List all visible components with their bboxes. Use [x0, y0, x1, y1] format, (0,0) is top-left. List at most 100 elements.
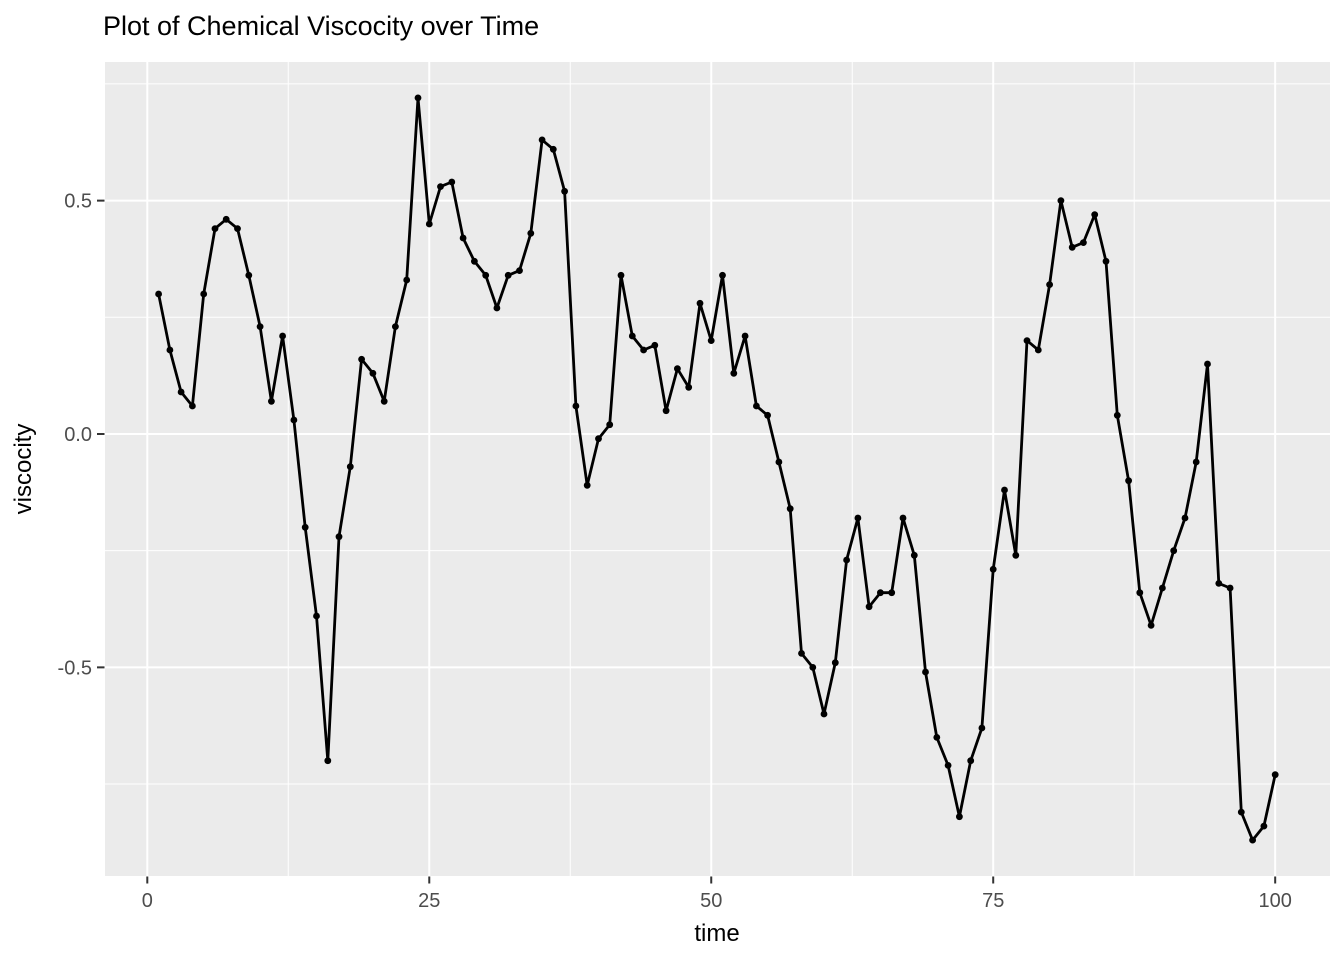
- data-point: [1181, 514, 1189, 522]
- x-tick-label: 25: [418, 890, 440, 912]
- data-point: [1271, 771, 1279, 779]
- data-point: [606, 421, 614, 429]
- data-point: [707, 337, 715, 344]
- data-point: [346, 463, 354, 471]
- data-point: [313, 612, 320, 620]
- data-point: [910, 551, 918, 559]
- data-point: [256, 323, 264, 330]
- data-point: [437, 183, 444, 191]
- data-point: [1204, 360, 1211, 368]
- data-point: [403, 276, 411, 284]
- data-point: [1023, 337, 1031, 344]
- y-axis-title: viscocity: [10, 423, 37, 515]
- data-point: [245, 271, 253, 279]
- data-point: [1125, 477, 1132, 485]
- data-point: [978, 724, 986, 732]
- data-point: [177, 388, 185, 396]
- data-point: [640, 346, 647, 354]
- data-point: [1226, 584, 1234, 592]
- data-point: [843, 556, 850, 564]
- data-point: [1102, 257, 1110, 265]
- data-point: [561, 187, 568, 195]
- data-point: [279, 332, 286, 340]
- data-point: [538, 136, 546, 144]
- data-point: [989, 565, 997, 573]
- data-point: [674, 365, 681, 373]
- data-point: [786, 505, 794, 513]
- data-point: [1170, 547, 1178, 555]
- x-tick-label: 100: [1258, 890, 1291, 912]
- data-point: [471, 257, 478, 265]
- data-point: [290, 416, 298, 424]
- data-point: [482, 271, 490, 279]
- data-point: [775, 458, 783, 466]
- chart-title: Plot of Chemical Viscocity over Time: [103, 11, 540, 41]
- data-point: [572, 402, 580, 410]
- data-point: [1192, 458, 1200, 466]
- x-tick-label: 75: [982, 890, 1004, 912]
- x-axis-title: time: [694, 920, 740, 947]
- data-point: [662, 407, 670, 415]
- data-point: [425, 220, 433, 228]
- data-point: [685, 383, 693, 391]
- data-point: [595, 435, 602, 443]
- data-point: [358, 355, 365, 363]
- data-point: [628, 332, 636, 340]
- data-point: [1034, 346, 1042, 354]
- x-tick-label: 50: [700, 890, 722, 912]
- data-point: [380, 397, 388, 405]
- data-point: [1249, 836, 1256, 844]
- data-point: [324, 757, 332, 765]
- data-point: [493, 304, 501, 312]
- data-point: [944, 762, 952, 769]
- data-point: [211, 225, 219, 233]
- data-point: [764, 411, 771, 419]
- data-point: [1136, 589, 1144, 597]
- data-point: [155, 290, 163, 298]
- data-point: [1159, 584, 1166, 592]
- data-line: [157, 96, 1277, 842]
- data-point: [798, 650, 805, 657]
- data-point: [617, 271, 625, 279]
- data-point: [820, 710, 828, 718]
- data-point: [1113, 411, 1121, 419]
- data-point: [888, 589, 896, 597]
- data-point: [719, 271, 726, 279]
- data-point: [1057, 197, 1065, 205]
- data-point: [1237, 808, 1245, 816]
- data-point: [392, 323, 399, 330]
- data-point: [549, 145, 557, 153]
- data-point: [504, 271, 512, 279]
- data-point: [854, 514, 862, 522]
- data-point: [831, 659, 839, 667]
- data-point: [234, 225, 241, 233]
- data-point: [200, 290, 208, 298]
- y-tick-label: -0.5: [58, 657, 92, 679]
- data-point: [1046, 281, 1053, 288]
- data-point: [753, 402, 760, 410]
- data-point: [1147, 622, 1155, 629]
- data-point: [809, 664, 817, 671]
- data-point: [414, 94, 422, 102]
- data-point: [1260, 822, 1268, 830]
- data-point: [967, 757, 975, 765]
- data-point: [583, 481, 591, 489]
- data-point: [1068, 243, 1076, 251]
- data-point: [741, 332, 749, 340]
- data-point: [1012, 551, 1020, 559]
- data-point: [899, 514, 907, 522]
- data-point: [730, 369, 738, 377]
- data-point: [369, 369, 377, 377]
- data-point: [696, 299, 704, 307]
- data-point: [1091, 211, 1099, 219]
- data-point: [516, 267, 523, 274]
- data-point: [527, 229, 535, 237]
- data-point: [459, 234, 467, 242]
- data-point: [651, 341, 659, 349]
- data-point: [335, 533, 343, 541]
- x-tick-label: 0: [142, 890, 153, 912]
- data-point: [877, 589, 884, 597]
- data-point: [301, 523, 309, 531]
- data-point: [933, 734, 941, 741]
